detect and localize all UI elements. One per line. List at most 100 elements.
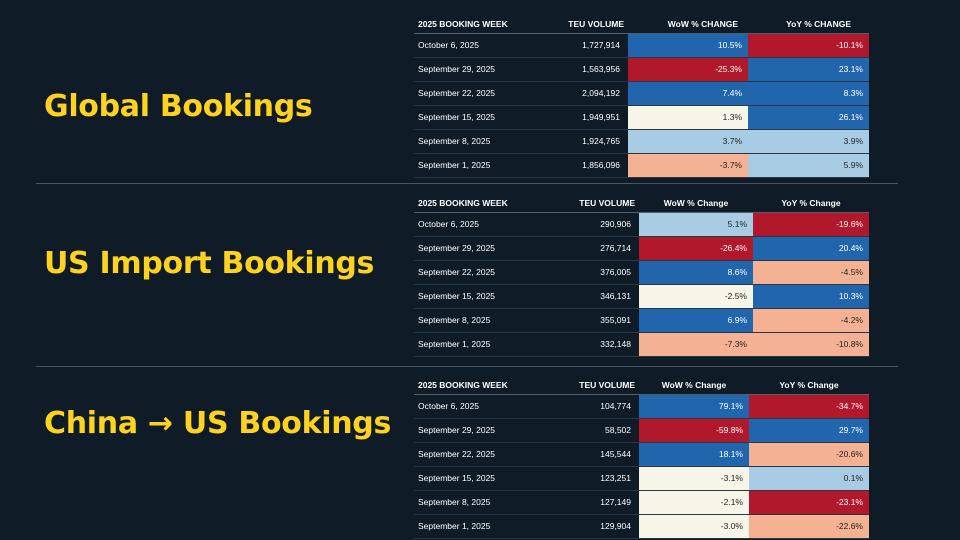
- col-header-wow: WoW % CHANGE: [628, 4, 748, 34]
- teu-volume-cell: 127,149: [539, 490, 639, 515]
- section-divider: [36, 366, 898, 367]
- wow-change-cell: -59.8%: [639, 418, 749, 443]
- teu-volume-cell: 58,502: [539, 418, 639, 443]
- yoy-change-cell: -34.7%: [749, 394, 869, 419]
- wow-change-cell: -2.1%: [639, 490, 749, 515]
- week-cell: September 15, 2025: [414, 105, 539, 130]
- table-row: September 15, 2025 1,949,951 1.3% 26.1%: [414, 105, 869, 130]
- wow-change-cell: -25.3%: [628, 57, 748, 82]
- table-row: September 1, 2025 1,856,096 -3.7% 5.9%: [414, 153, 869, 178]
- teu-volume-cell: 1,949,951: [539, 105, 628, 130]
- table-row: September 8, 2025 355,091 6.9% -4.2%: [414, 308, 869, 333]
- table-row: September 22, 2025 376,005 8.6% -4.5%: [414, 260, 869, 285]
- col-header-yoy: YoY % CHANGE: [748, 4, 869, 34]
- bookings-table: 2025 BOOKING WEEK TEU VOLUME WoW % CHANG…: [414, 4, 869, 178]
- col-header-week: 2025 BOOKING WEEK: [414, 374, 539, 395]
- teu-volume-cell: 290,906: [539, 212, 639, 237]
- table-row: September 29, 2025 58,502 -59.8% 29.7%: [414, 418, 869, 443]
- table-row: September 15, 2025 346,131 -2.5% 10.3%: [414, 284, 869, 309]
- table-row: September 22, 2025 2,094,192 7.4% 8.3%: [414, 81, 869, 106]
- col-header-yoy: YoY % Change: [753, 192, 869, 213]
- teu-volume-cell: 1,727,914: [539, 33, 628, 58]
- yoy-change-cell: -10.8%: [753, 332, 869, 357]
- table-body: October 6, 2025 1,727,914 10.5% -10.1% Septe…: [414, 33, 869, 178]
- wow-change-cell: -2.5%: [639, 284, 753, 309]
- table-body: October 6, 2025 290,906 5.1% -19.6% Septembe…: [414, 212, 869, 357]
- teu-volume-cell: 376,005: [539, 260, 639, 285]
- us-import-bookings-section: US Import Bookings 2025 BOOKING WEEK TEU…: [0, 184, 960, 367]
- wow-change-cell: 18.1%: [639, 442, 749, 467]
- week-cell: September 1, 2025: [414, 332, 539, 357]
- week-cell: September 22, 2025: [414, 260, 539, 285]
- table-row: September 29, 2025 276,714 -26.4% 20.4%: [414, 236, 869, 261]
- yoy-change-cell: -10.1%: [748, 33, 869, 58]
- week-cell: September 15, 2025: [414, 466, 539, 491]
- col-header-week: 2025 BOOKING WEEK: [414, 192, 539, 213]
- teu-volume-cell: 1,563,956: [539, 57, 628, 82]
- wow-change-cell: 7.4%: [628, 81, 748, 106]
- wow-change-cell: 8.6%: [639, 260, 753, 285]
- yoy-change-cell: 20.4%: [753, 236, 869, 261]
- wow-change-cell: -7.3%: [639, 332, 753, 357]
- yoy-change-cell: 23.1%: [748, 57, 869, 82]
- col-header-teu: TEU VOLUME: [539, 192, 639, 213]
- week-cell: September 1, 2025: [414, 153, 539, 178]
- table-row: September 22, 2025 145,544 18.1% -20.6%: [414, 442, 869, 467]
- table-row: October 6, 2025 104,774 79.1% -34.7%: [414, 394, 869, 419]
- table-row: October 6, 2025 290,906 5.1% -19.6%: [414, 212, 869, 237]
- col-header-wow: WoW % Change: [639, 374, 749, 395]
- global-bookings-section: Global Bookings 2025 BOOKING WEEK TEU VO…: [0, 0, 960, 184]
- section-divider: [36, 183, 898, 184]
- week-cell: September 29, 2025: [414, 418, 539, 443]
- col-header-teu: TEU VOLUME: [539, 374, 639, 395]
- yoy-change-cell: 3.9%: [748, 129, 869, 154]
- col-header-wow: WoW % Change: [639, 192, 753, 213]
- teu-volume-cell: 2,094,192: [539, 81, 628, 106]
- teu-volume-cell: 332,148: [539, 332, 639, 357]
- table-row: October 6, 2025 1,727,914 10.5% -10.1%: [414, 33, 869, 58]
- yoy-change-cell: -4.5%: [753, 260, 869, 285]
- week-cell: September 8, 2025: [414, 308, 539, 333]
- wow-change-cell: 10.5%: [628, 33, 748, 58]
- section-title: Global Bookings: [44, 89, 313, 124]
- yoy-change-cell: -19.6%: [753, 212, 869, 237]
- table-body: October 6, 2025 104,774 79.1% -34.7% Septemb…: [414, 394, 869, 539]
- section-title: China → US Bookings: [44, 406, 392, 441]
- teu-volume-cell: 355,091: [539, 308, 639, 333]
- col-header-week: 2025 BOOKING WEEK: [414, 4, 539, 34]
- table-row: September 8, 2025 1,924,765 3.7% 3.9%: [414, 129, 869, 154]
- teu-volume-cell: 276,714: [539, 236, 639, 261]
- teu-volume-cell: 346,131: [539, 284, 639, 309]
- week-cell: October 6, 2025: [414, 394, 539, 419]
- week-cell: September 29, 2025: [414, 57, 539, 82]
- week-cell: October 6, 2025: [414, 212, 539, 237]
- table-row: September 1, 2025 332,148 -7.3% -10.8%: [414, 332, 869, 357]
- wow-change-cell: -26.4%: [639, 236, 753, 261]
- table-row: September 1, 2025 129,904 -3.0% -22.6%: [414, 514, 869, 539]
- wow-change-cell: -3.0%: [639, 514, 749, 539]
- yoy-change-cell: 10.3%: [753, 284, 869, 309]
- week-cell: September 15, 2025: [414, 284, 539, 309]
- wow-change-cell: 79.1%: [639, 394, 749, 419]
- week-cell: September 1, 2025: [414, 514, 539, 539]
- teu-volume-cell: 1,856,096: [539, 153, 628, 178]
- yoy-change-cell: 8.3%: [748, 81, 869, 106]
- china-us-bookings-section: China → US Bookings 2025 BOOKING WEEK TE…: [0, 366, 960, 540]
- week-cell: October 6, 2025: [414, 33, 539, 58]
- bookings-table: 2025 BOOKING WEEK TEU VOLUME WoW % Chang…: [414, 192, 869, 357]
- week-cell: September 22, 2025: [414, 442, 539, 467]
- teu-volume-cell: 129,904: [539, 514, 639, 539]
- section-title: US Import Bookings: [44, 246, 375, 281]
- yoy-change-cell: 26.1%: [748, 105, 869, 130]
- week-cell: September 8, 2025: [414, 129, 539, 154]
- yoy-change-cell: -23.1%: [749, 490, 869, 515]
- teu-volume-cell: 123,251: [539, 466, 639, 491]
- wow-change-cell: 6.9%: [639, 308, 753, 333]
- teu-volume-cell: 1,924,765: [539, 129, 628, 154]
- bookings-table: 2025 BOOKING WEEK TEU VOLUME WoW % Chang…: [414, 374, 869, 539]
- wow-change-cell: -3.1%: [639, 466, 749, 491]
- yoy-change-cell: 5.9%: [748, 153, 869, 178]
- week-cell: September 8, 2025: [414, 490, 539, 515]
- yoy-change-cell: -20.6%: [749, 442, 869, 467]
- wow-change-cell: 5.1%: [639, 212, 753, 237]
